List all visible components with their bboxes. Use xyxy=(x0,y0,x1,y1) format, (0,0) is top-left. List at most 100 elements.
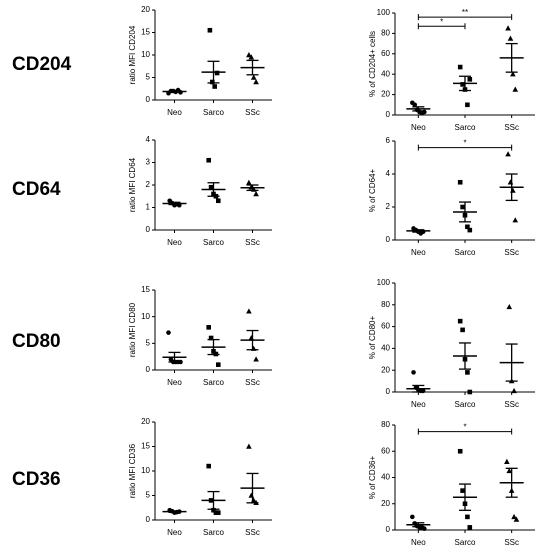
point xyxy=(246,308,252,314)
y-tick-label: 6 xyxy=(386,136,391,145)
x-tick-label: Sarco xyxy=(455,400,476,409)
y-tick-label: 2 xyxy=(386,202,391,211)
point xyxy=(210,79,215,85)
y-tick-label: 10 xyxy=(141,50,150,59)
x-tick-label: SSc xyxy=(245,108,260,117)
point xyxy=(467,77,473,82)
point xyxy=(460,327,465,333)
point xyxy=(505,25,511,31)
sig-label: * xyxy=(463,423,466,432)
point xyxy=(505,151,511,157)
x-tick-label: Neo xyxy=(411,123,426,132)
point xyxy=(253,191,259,197)
point xyxy=(467,227,473,233)
point xyxy=(504,458,510,464)
point xyxy=(512,217,519,223)
sig-label: * xyxy=(440,17,443,26)
point xyxy=(410,514,415,520)
point xyxy=(248,54,255,60)
y-axis-label: % of CD80+ xyxy=(368,315,377,359)
point xyxy=(214,70,220,76)
x-tick-label: Sarco xyxy=(455,123,476,132)
sig-label: * xyxy=(463,139,466,148)
point xyxy=(506,303,513,310)
point xyxy=(465,370,470,375)
y-tick-label: 3 xyxy=(146,158,151,167)
y-tick-label: 2 xyxy=(146,180,151,189)
y-tick-label: 80 xyxy=(381,300,390,309)
point xyxy=(511,387,517,394)
y-tick-label: 60 xyxy=(381,322,390,331)
y-tick-label: 20 xyxy=(381,365,390,374)
point xyxy=(510,187,516,193)
point xyxy=(457,64,463,70)
x-tick-label: SSc xyxy=(504,123,519,132)
x-tick-label: SSc xyxy=(245,528,260,537)
y-tick-label: 0 xyxy=(146,225,151,234)
x-tick-label: Sarco xyxy=(203,108,224,117)
y-tick-label: 60 xyxy=(381,49,390,58)
point xyxy=(457,318,463,324)
y-tick-label: 5 xyxy=(146,338,151,347)
y-tick-label: 0 xyxy=(386,525,391,534)
point xyxy=(510,71,516,77)
y-tick-label: 0 xyxy=(146,515,151,524)
point xyxy=(512,86,519,92)
row-label: CD80 xyxy=(12,331,61,352)
point xyxy=(253,79,259,85)
y-tick-label: 1 xyxy=(146,203,151,212)
point xyxy=(213,510,219,515)
y-tick-label: 10 xyxy=(141,312,150,321)
sig-label: ** xyxy=(462,8,468,17)
point xyxy=(246,443,252,449)
y-tick-label: 60 xyxy=(381,446,390,455)
point xyxy=(166,330,171,335)
point xyxy=(460,488,465,493)
point xyxy=(465,224,470,230)
row-label: CD204 xyxy=(12,54,72,75)
point xyxy=(460,204,465,210)
y-tick-label: 40 xyxy=(381,473,390,482)
point xyxy=(250,74,257,80)
point xyxy=(411,370,416,375)
point xyxy=(457,448,463,454)
point xyxy=(506,467,513,474)
point xyxy=(211,507,216,513)
y-tick-label: 100 xyxy=(377,8,391,17)
point xyxy=(246,52,252,58)
point xyxy=(212,84,217,89)
point xyxy=(465,102,470,108)
point xyxy=(467,525,473,530)
x-tick-label: SSc xyxy=(245,238,260,247)
point xyxy=(208,335,214,341)
point xyxy=(422,526,427,531)
x-tick-label: Neo xyxy=(167,108,182,117)
x-tick-label: Sarco xyxy=(203,378,224,387)
x-tick-label: Sarco xyxy=(455,538,476,547)
point xyxy=(511,513,517,520)
y-tick-label: 5 xyxy=(146,491,151,500)
y-tick-label: 20 xyxy=(141,417,150,426)
y-tick-label: 15 xyxy=(141,285,150,294)
y-axis-label: ratio MFI CD64 xyxy=(128,157,137,212)
row-label: CD36 xyxy=(12,469,61,490)
x-tick-label: Neo xyxy=(167,528,182,537)
x-tick-label: Neo xyxy=(167,238,182,247)
y-tick-label: 0 xyxy=(146,365,151,374)
x-tick-label: SSc xyxy=(245,378,260,387)
y-tick-label: 80 xyxy=(381,29,390,38)
y-tick-label: 4 xyxy=(146,135,151,144)
y-tick-label: 4 xyxy=(386,169,391,178)
point xyxy=(507,179,514,185)
y-tick-label: 80 xyxy=(381,420,390,429)
point xyxy=(460,82,465,87)
y-tick-label: 5 xyxy=(146,73,151,82)
point xyxy=(246,179,252,185)
y-tick-label: 40 xyxy=(381,344,390,353)
point xyxy=(216,362,221,367)
point xyxy=(207,27,213,33)
point xyxy=(216,510,221,515)
y-tick-label: 15 xyxy=(141,28,150,37)
point xyxy=(206,157,211,163)
